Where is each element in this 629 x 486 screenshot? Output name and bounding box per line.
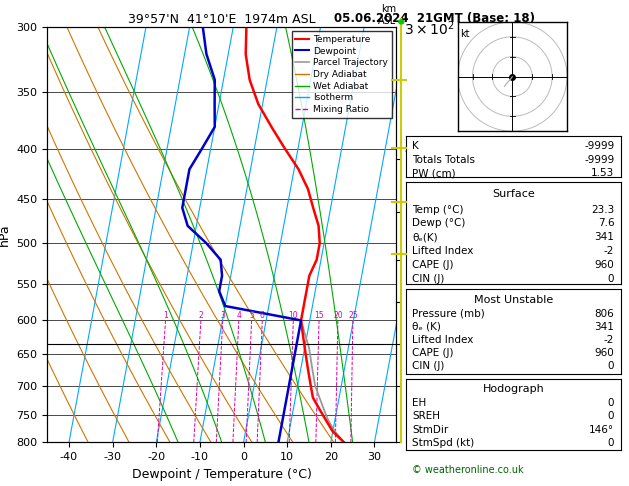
Title: 39°57'N  41°10'E  1974m ASL: 39°57'N 41°10'E 1974m ASL (128, 13, 316, 26)
X-axis label: Dewpoint / Temperature (°C): Dewpoint / Temperature (°C) (132, 468, 311, 481)
Text: PW (cm): PW (cm) (412, 168, 456, 178)
Text: 10: 10 (289, 312, 298, 320)
Text: -2: -2 (604, 246, 615, 256)
Text: 146°: 146° (589, 425, 615, 435)
Text: 0: 0 (608, 438, 615, 448)
Text: 1.53: 1.53 (591, 168, 615, 178)
Text: StmDir: StmDir (412, 425, 448, 435)
Text: 341: 341 (594, 322, 615, 332)
Text: θₑ (K): θₑ (K) (412, 322, 441, 332)
Text: 960: 960 (594, 260, 615, 270)
Text: 1: 1 (163, 312, 168, 320)
Text: 0: 0 (608, 362, 615, 371)
Text: 20: 20 (333, 312, 343, 320)
Text: θₑ(K): θₑ(K) (412, 232, 438, 242)
Text: SREH: SREH (412, 412, 440, 421)
Text: LCL: LCL (407, 340, 423, 349)
Text: EH: EH (412, 398, 426, 408)
Text: 5: 5 (249, 312, 254, 320)
Text: Hodograph: Hodograph (482, 384, 544, 394)
Text: CAPE (J): CAPE (J) (412, 260, 454, 270)
Text: K: K (412, 141, 419, 151)
Text: CIN (J): CIN (J) (412, 362, 445, 371)
Text: © weatheronline.co.uk: © weatheronline.co.uk (412, 465, 523, 475)
Y-axis label: hPa: hPa (0, 223, 11, 246)
Text: Lifted Index: Lifted Index (412, 335, 474, 345)
Text: Lifted Index: Lifted Index (412, 246, 474, 256)
Text: Pressure (mb): Pressure (mb) (412, 309, 485, 319)
Text: -9999: -9999 (584, 155, 615, 165)
Text: Dewp (°C): Dewp (°C) (412, 219, 465, 228)
Text: StmSpd (kt): StmSpd (kt) (412, 438, 474, 448)
Text: 7.6: 7.6 (598, 219, 615, 228)
Legend: Temperature, Dewpoint, Parcel Trajectory, Dry Adiabat, Wet Adiabat, Isotherm, Mi: Temperature, Dewpoint, Parcel Trajectory… (292, 31, 392, 118)
Text: 3: 3 (220, 312, 225, 320)
Text: 0: 0 (608, 412, 615, 421)
Text: 2: 2 (199, 312, 203, 320)
Text: kt: kt (460, 29, 469, 39)
Text: -9999: -9999 (584, 141, 615, 151)
Text: 15: 15 (314, 312, 324, 320)
Text: 960: 960 (594, 348, 615, 358)
Text: 23.3: 23.3 (591, 205, 615, 215)
Text: 806: 806 (594, 309, 615, 319)
Text: -2: -2 (604, 335, 615, 345)
Text: CAPE (J): CAPE (J) (412, 348, 454, 358)
Text: 6: 6 (260, 312, 265, 320)
Text: km
ASL: km ASL (378, 4, 396, 26)
Text: 4: 4 (237, 312, 242, 320)
Text: Temp (°C): Temp (°C) (412, 205, 464, 215)
Text: 341: 341 (594, 232, 615, 242)
Text: Surface: Surface (492, 190, 535, 199)
Text: 0: 0 (608, 398, 615, 408)
Text: CIN (J): CIN (J) (412, 274, 445, 284)
Text: 0: 0 (608, 274, 615, 284)
Text: Most Unstable: Most Unstable (474, 295, 553, 305)
Y-axis label: Mixing Ratio (g/kg): Mixing Ratio (g/kg) (461, 189, 471, 280)
Text: 25: 25 (348, 312, 358, 320)
Text: Totals Totals: Totals Totals (412, 155, 475, 165)
Text: 05.06.2024  21GMT (Base: 18): 05.06.2024 21GMT (Base: 18) (333, 12, 535, 25)
